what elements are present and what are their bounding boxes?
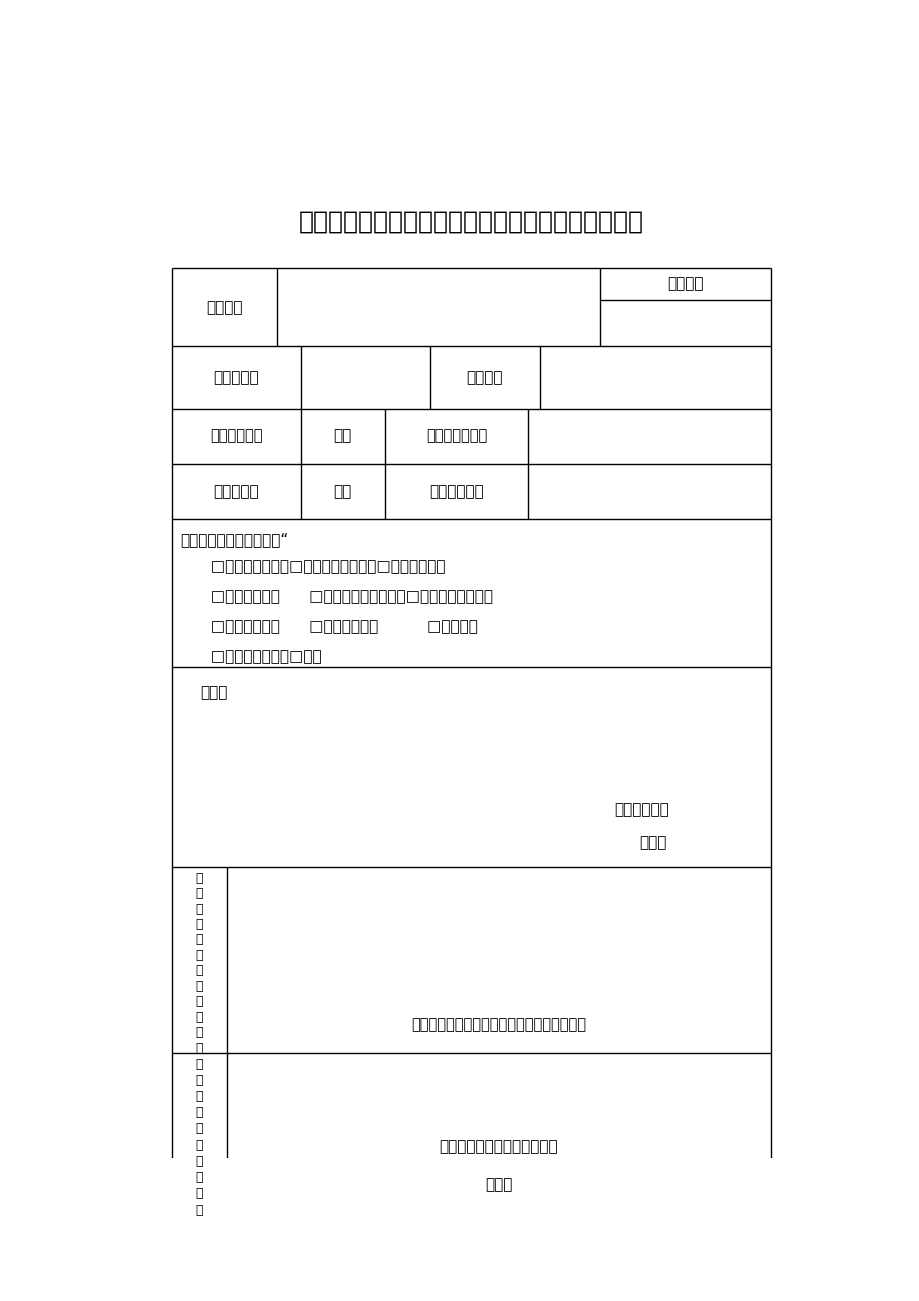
Text: 在: 在 [196,1042,203,1055]
Text: 事由，: 事由， [200,686,228,700]
Text: □延期两次以上      □自行中止项目          □申请撤项: □延期两次以上 □自行中止项目 □申请撤项 [200,619,477,635]
Text: 批准立项时间: 批准立项时间 [210,428,263,444]
Text: 单: 单 [196,919,203,932]
Text: 位: 位 [196,948,203,961]
Text: 意: 意 [196,1123,203,1136]
Text: 原完成时间: 原完成时间 [213,484,259,498]
Text: 项目负责人：: 项目负责人： [614,801,668,817]
Text: 目: 目 [196,872,203,885]
Text: 年月: 年月 [334,428,351,444]
Text: 项目编号: 项目编号 [666,276,703,291]
Text: □项目组成员变更□其他: □项目组成员变更□其他 [200,649,321,665]
Text: 变更内容（请在方框内打“: 变更内容（请在方框内打“ [180,532,289,546]
Text: 重庆市教育委员会人文社会科学研究项目变更申请表: 重庆市教育委员会人文社会科学研究项目变更申请表 [299,209,643,233]
Text: 任: 任 [196,887,203,900]
Text: □改变项目名称      □研究内容有重大调整□延期一年以上一次: □改变项目名称 □研究内容有重大调整□延期一年以上一次 [200,589,492,605]
Text: 年月: 年月 [334,484,351,498]
Text: 项目负责人: 项目负责人 [213,369,259,385]
Text: 工作单位: 工作单位 [466,369,503,385]
Text: 项目名称: 项目名称 [206,301,243,315]
Text: 育: 育 [196,1171,203,1184]
Text: 所: 所 [196,903,203,916]
Text: 教: 教 [196,1073,203,1086]
Text: 意: 意 [196,933,203,946]
Text: 庆: 庆 [196,1058,203,1071]
Text: 会: 会 [196,1106,203,1119]
Text: 重: 重 [196,1138,203,1151]
Text: 市: 市 [196,1155,203,1168]
Text: 年月日: 年月日 [485,1177,512,1193]
Text: 见: 见 [196,1203,203,1216]
Text: 后: 后 [196,980,203,993]
Text: □变更项目负责人□变更项目管理单位□改变成果形式: □变更项目负责人□变更项目管理单位□改变成果形式 [200,559,445,574]
Text: 人: 人 [196,1026,203,1039]
Text: 委: 委 [196,1090,203,1103]
Text: 所在学校社科研究管理部门（签章）：年月日: 所在学校社科研究管理部门（签章）：年月日 [411,1017,586,1032]
Text: 重庆市教育委员会（签章）：: 重庆市教育委员会（签章）： [439,1140,558,1154]
Text: 见: 见 [196,964,203,977]
Text: 原项目成果形式: 原项目成果形式 [425,428,487,444]
Text: 年月日: 年月日 [639,835,665,850]
Text: 员: 员 [196,1188,203,1201]
Text: 责: 责 [196,1011,203,1024]
Text: 项: 项 [196,995,203,1008]
Text: 延期完成时间: 延期完成时间 [428,484,483,498]
